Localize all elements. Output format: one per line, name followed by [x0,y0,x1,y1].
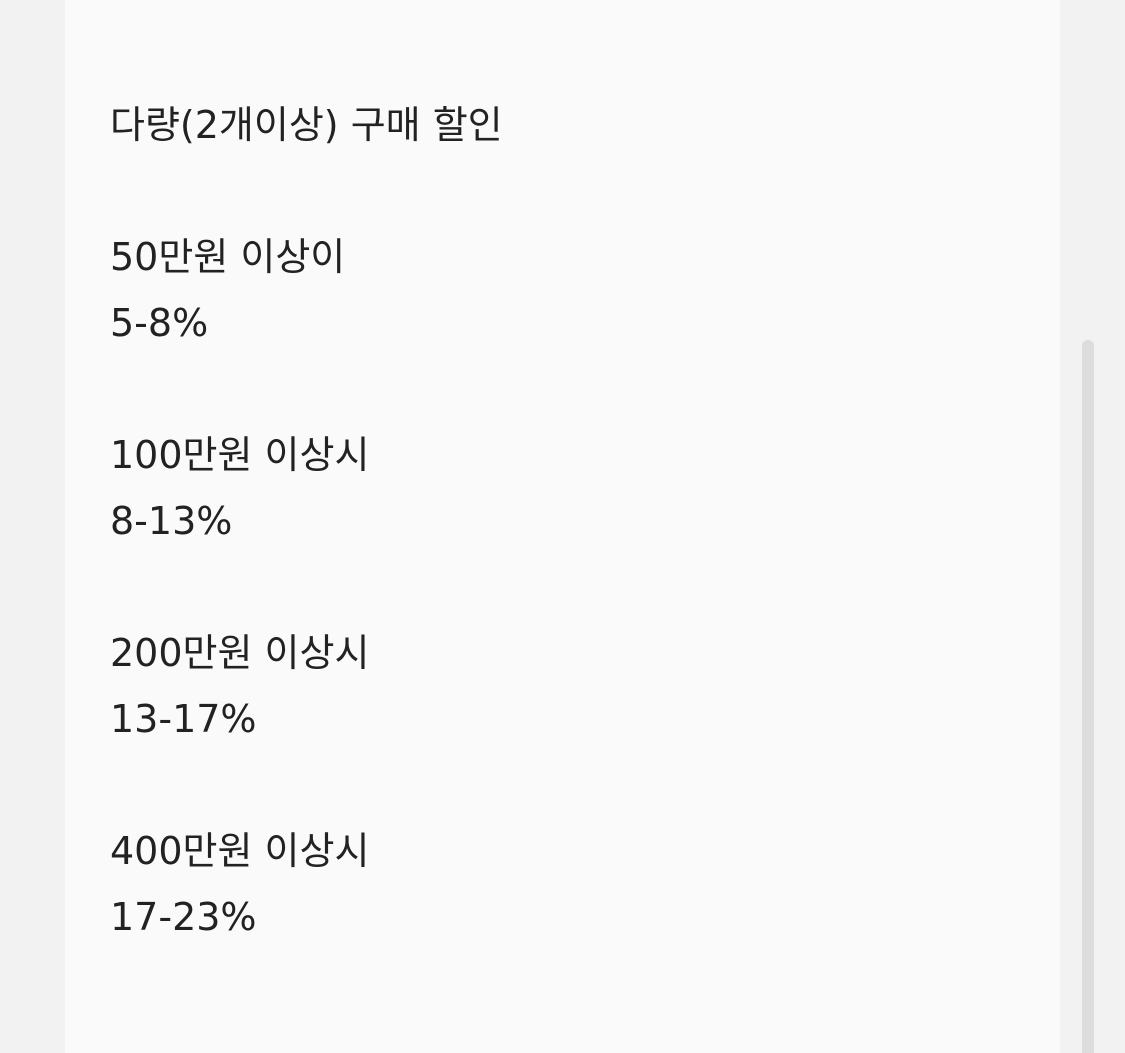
discount-text: 다량(2개이상) 구매 할인 50만원 이상이 5-8% 100만원 이상시 8… [110,92,503,950]
content-card: 다량(2개이상) 구매 할인 50만원 이상이 5-8% 100만원 이상시 8… [65,0,1060,1053]
discount-title: 다량(2개이상) 구매 할인 [110,103,503,147]
tier-discount: 5-8% [110,301,209,345]
tier-threshold: 400만원 이상시 [110,829,370,873]
tier-threshold: 200만원 이상시 [110,631,370,675]
tier-discount: 13-17% [110,697,257,741]
tier-discount: 8-13% [110,499,233,543]
tier-threshold: 50만원 이상이 [110,235,346,279]
scrollbar[interactable] [1082,340,1094,1053]
tier-discount: 17-23% [110,895,257,939]
tier-threshold: 100만원 이상시 [110,433,370,477]
